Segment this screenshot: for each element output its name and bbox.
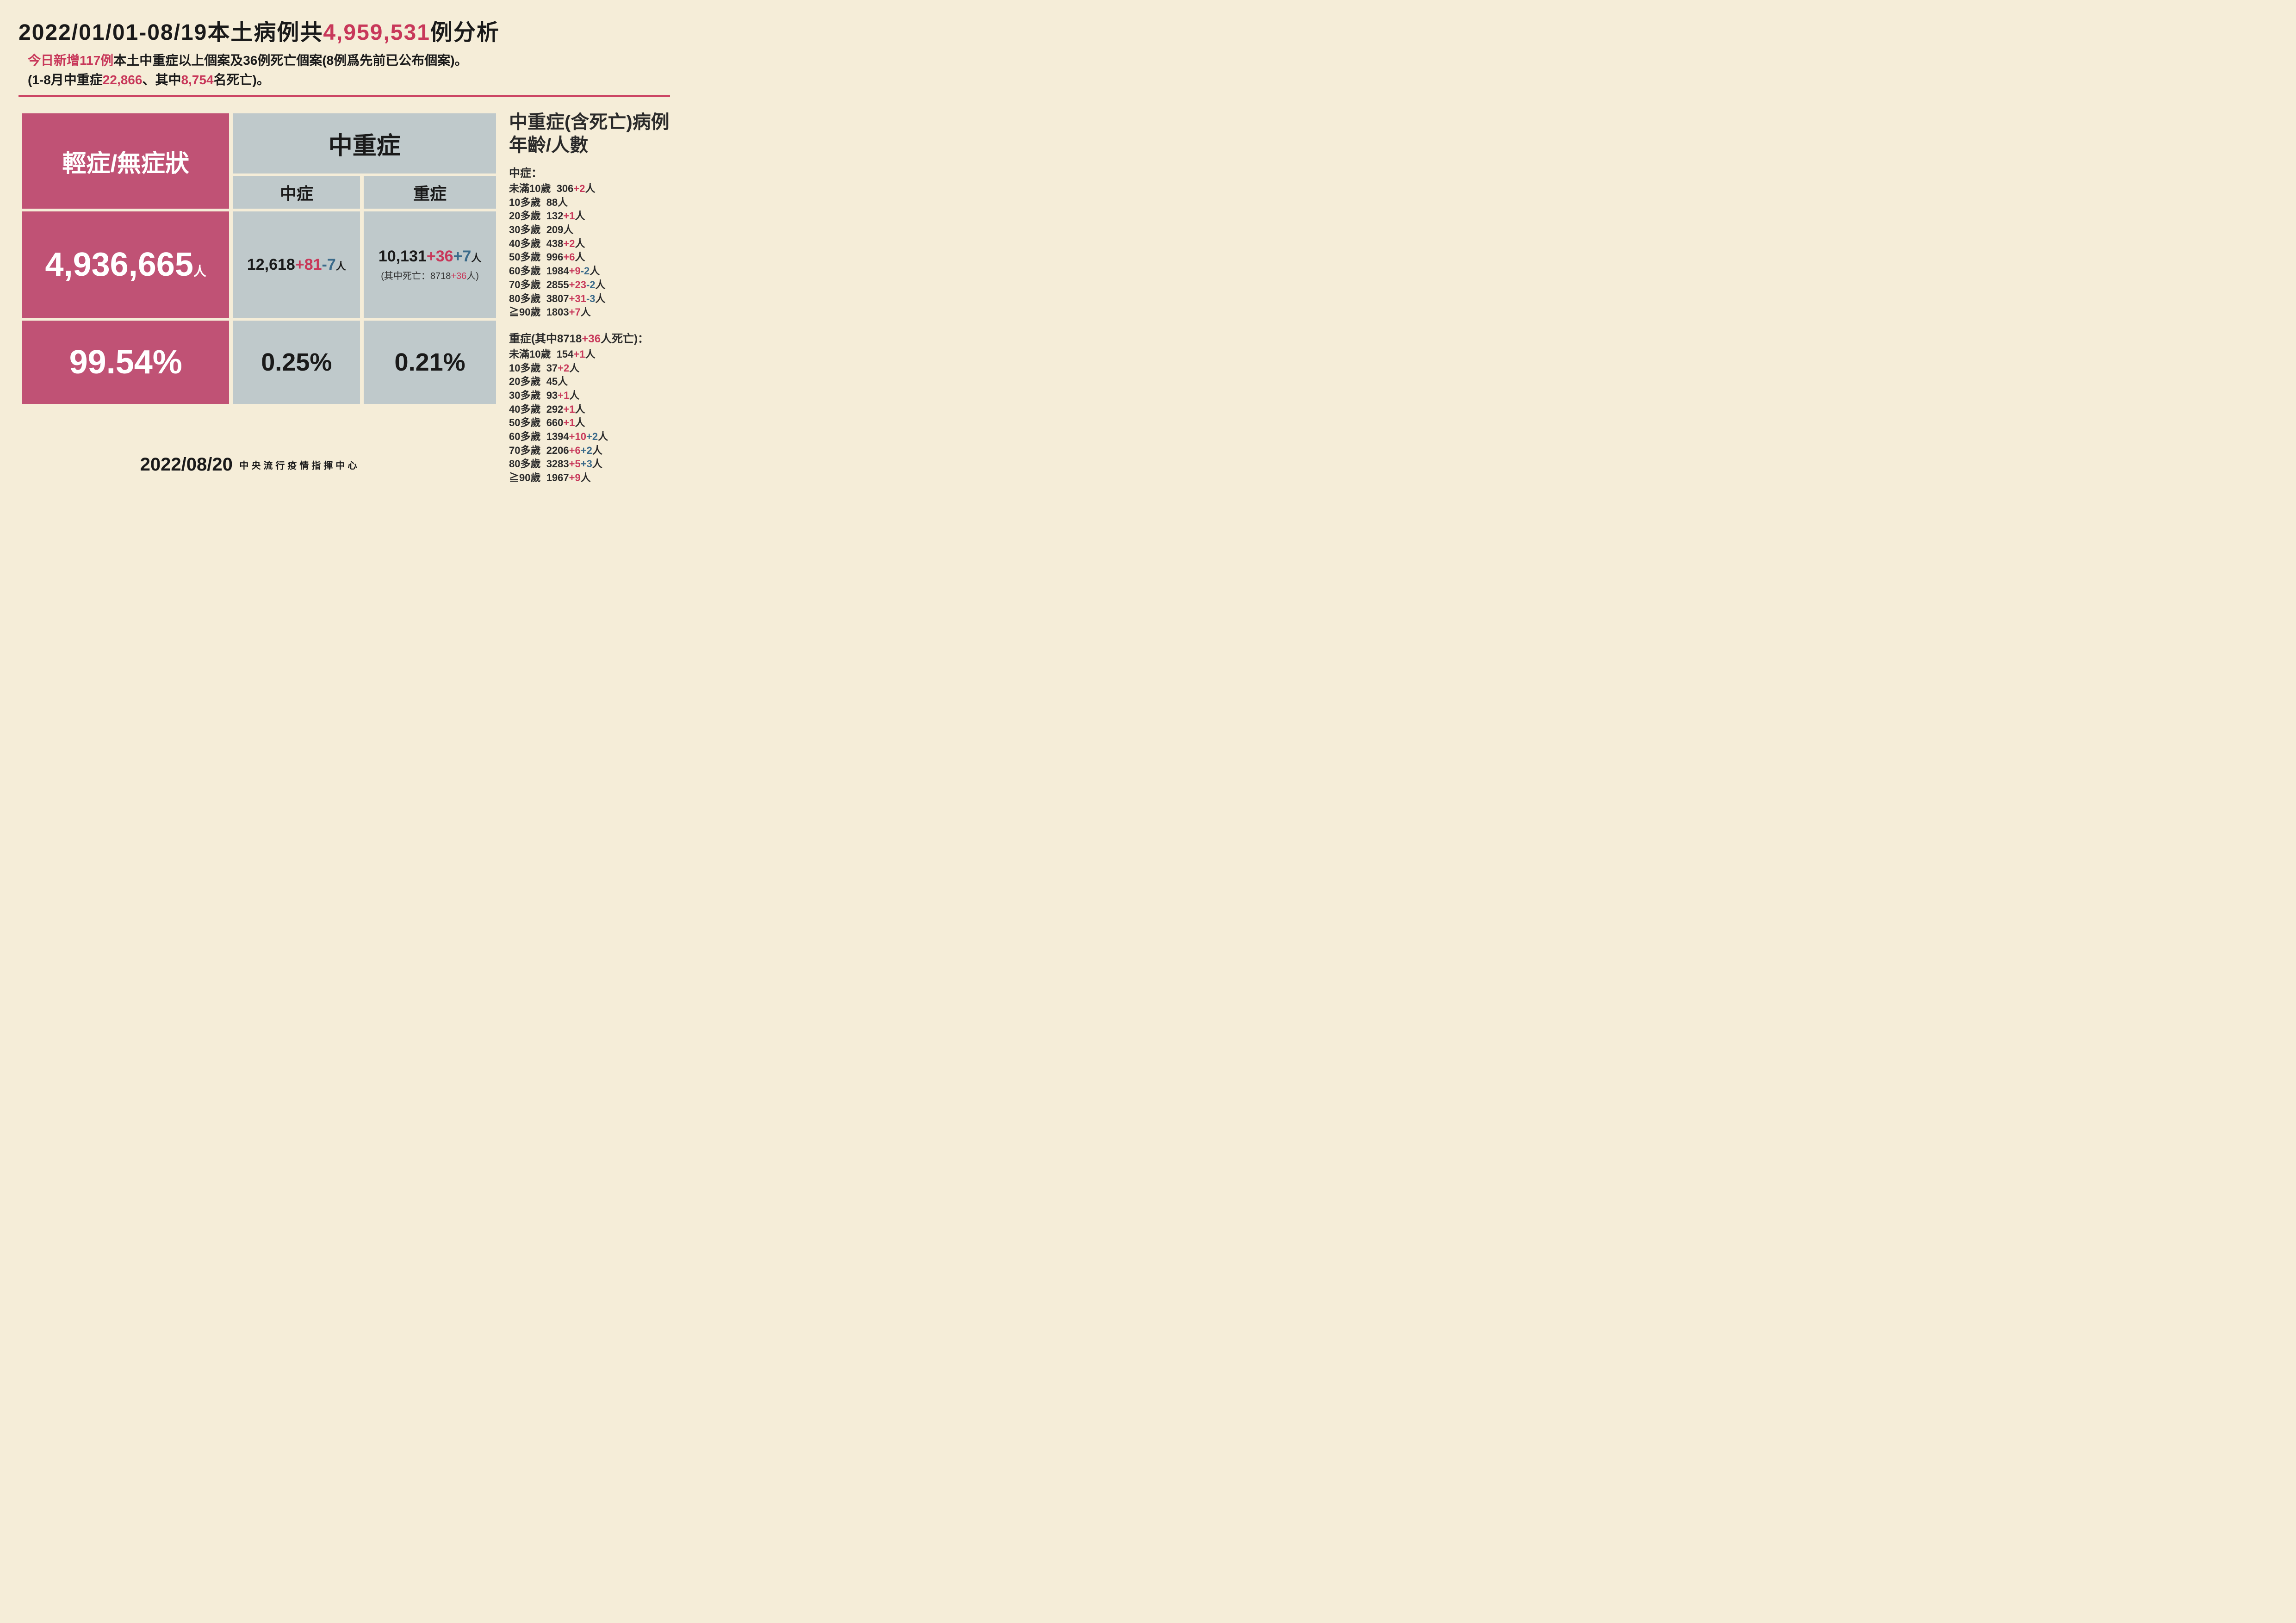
sev-title-red: +36: [582, 333, 601, 345]
sev-label: 重症: [364, 176, 496, 209]
subtitle-line1: 本土中重症以上個案及36例死亡個案(8例爲先前已公布個案)。: [113, 53, 467, 68]
sev-note-suffix: 人): [466, 271, 479, 281]
age-row: 50多歲 996+6人: [509, 250, 670, 264]
age-row: 10多歲 88人: [509, 196, 670, 210]
title-count: 4,959,531: [323, 20, 430, 45]
subtitle-mid: 、其中: [142, 73, 181, 87]
age-row: 60多歲 1394+10+2人: [509, 430, 670, 444]
sev-title-suffix: 人死亡)：: [601, 333, 649, 345]
sev-base: 10,131: [379, 248, 427, 265]
sev-pct: 0.21%: [364, 321, 496, 404]
title-suffix: 例分析: [430, 20, 500, 45]
sev-count-cell: 10,131+36+7人 (其中死亡：8718+36人): [364, 211, 496, 318]
age-row: 50多歲 660+1人: [509, 416, 670, 430]
footer-org: 中央流行疫情指揮中心: [239, 461, 360, 471]
sev-age-list: 未滿10歲 154+1人10多歲 37+2人20多歲 45人30多歲 93+1人…: [509, 347, 670, 485]
footer: 2022/08/20 中央流行疫情指揮中心: [0, 454, 500, 475]
sev-section-title: 重症(其中8718+36人死亡)：: [509, 329, 670, 346]
side-title: 中重症(含死亡)病例年齡/人數: [509, 111, 670, 157]
subtitle-num2: 8,754: [181, 73, 213, 87]
age-row: ≧90歲 1967+9人: [509, 471, 670, 485]
severity-table: 輕症/無症狀 中重症 中症 重症 4,936,665人 12,618+81-7人: [19, 111, 500, 407]
subtitle-num1: 22,866: [103, 73, 143, 87]
mild-count: 4,936,665: [45, 246, 193, 283]
subtitle-new-red: 今日新增117例: [28, 53, 113, 68]
mod-plus: +81: [295, 256, 322, 273]
mod-label: 中症: [233, 176, 360, 209]
footer-date: 2022/08/20: [140, 454, 233, 475]
content: 輕症/無症狀 中重症 中症 重症 4,936,665人 12,618+81-7人: [19, 111, 670, 485]
mod-base: 12,618: [247, 256, 295, 273]
mod-pct: 0.25%: [233, 321, 360, 404]
sev-title-prefix: 重症(其中8718: [509, 333, 582, 345]
mild-count-cell: 4,936,665人: [22, 211, 229, 318]
age-row: 20多歲 45人: [509, 375, 670, 389]
modsev-header: 中重症: [233, 113, 496, 173]
age-row: 10多歲 37+2人: [509, 361, 670, 375]
sev-death-note: (其中死亡：8718+36人): [364, 268, 496, 282]
age-row: 60多歲 1984+9-2人: [509, 264, 670, 278]
sev-plus: +36: [427, 248, 453, 265]
age-row: 80多歲 3807+31-3人: [509, 292, 670, 306]
age-row: 80多歲 3283+5+3人: [509, 457, 670, 471]
sev-plus2: +7: [453, 248, 472, 265]
sev-note-red: +36: [451, 271, 466, 281]
mild-header: 輕症/無症狀: [22, 113, 229, 209]
age-row: 40多歲 292+1人: [509, 403, 670, 416]
mod-minus: -7: [322, 256, 336, 273]
mod-section-title: 中症：: [509, 164, 670, 180]
age-row: 未滿10歲 154+1人: [509, 347, 670, 361]
age-row: 40多歲 438+2人: [509, 237, 670, 251]
mild-unit: 人: [193, 264, 206, 279]
mod-age-list: 未滿10歲 306+2人10多歲 88人20多歲 132+1人30多歲 209人…: [509, 182, 670, 319]
divider: [19, 95, 670, 97]
mod-count-cell: 12,618+81-7人: [233, 211, 360, 318]
mod-unit: 人: [336, 260, 346, 272]
age-row: 70多歲 2206+6+2人: [509, 444, 670, 458]
age-row: 30多歲 93+1人: [509, 389, 670, 403]
age-row: ≧90歲 1803+7人: [509, 305, 670, 319]
age-row: 未滿10歲 306+2人: [509, 182, 670, 196]
title-prefix: 2022/01/01-08/19本土病例共: [19, 20, 323, 45]
mild-pct: 99.54%: [22, 321, 229, 404]
subtitle-suffix: 名死亡)。: [214, 73, 270, 87]
subtitle: 今日新增117例本土中重症以上個案及36例死亡個案(8例爲先前已公布個案)。 (…: [19, 51, 670, 90]
sev-note-prefix: (其中死亡：8718: [381, 271, 451, 281]
age-row: 70多歲 2855+23-2人: [509, 278, 670, 292]
subtitle-line2-prefix: (1-8月中重症: [28, 73, 103, 87]
table-area: 輕症/無症狀 中重症 中症 重症 4,936,665人 12,618+81-7人: [19, 111, 500, 485]
age-row: 30多歲 209人: [509, 223, 670, 237]
age-breakdown-panel: 中重症(含死亡)病例年齡/人數 中症： 未滿10歲 306+2人10多歲 88人…: [509, 111, 670, 485]
age-row: 20多歲 132+1人: [509, 209, 670, 223]
sev-unit: 人: [471, 252, 481, 264]
main-title: 2022/01/01-08/19本土病例共4,959,531例分析: [19, 14, 670, 46]
